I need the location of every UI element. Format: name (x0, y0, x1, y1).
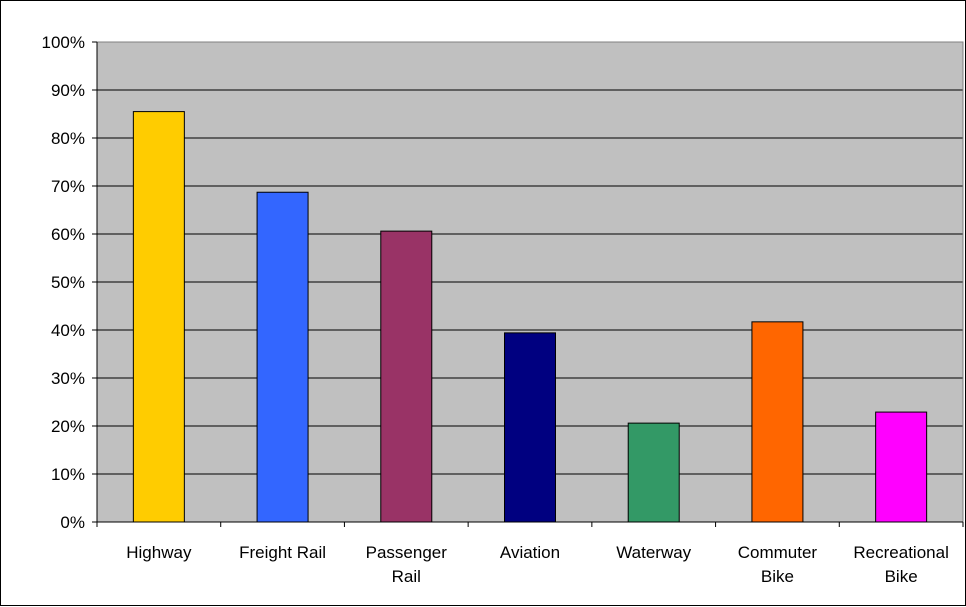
y-tick-label: 80% (51, 129, 85, 148)
y-tick-label: 100% (42, 33, 85, 52)
y-tick-label: 0% (60, 513, 85, 532)
bar-recreational-bike (875, 411, 928, 523)
y-tick-label: 30% (51, 369, 85, 388)
x-tick-label: Passenger Rail (366, 543, 448, 586)
bar-commuter-bike (751, 321, 804, 523)
bar-highway (132, 111, 185, 523)
x-tick-label: Waterway (616, 543, 691, 562)
y-tick-label: 60% (51, 225, 85, 244)
bar-passenger-rail (380, 230, 433, 523)
x-tick-label: Recreational Bike (853, 543, 948, 586)
y-tick-label: 50% (51, 273, 85, 292)
bar-waterway (627, 422, 680, 523)
bar-freight-rail (256, 191, 309, 523)
bar-aviation (504, 332, 556, 523)
x-tick-label: Commuter Bike (738, 543, 818, 586)
y-tick-label: 40% (51, 321, 85, 340)
x-tick-label: Freight Rail (239, 543, 326, 562)
y-tick-label: 10% (51, 465, 85, 484)
x-tick-label: Aviation (500, 543, 560, 562)
y-tick-label: 90% (51, 81, 85, 100)
x-tick-label: Highway (126, 543, 192, 562)
y-tick-label: 70% (51, 177, 85, 196)
y-tick-label: 20% (51, 417, 85, 436)
